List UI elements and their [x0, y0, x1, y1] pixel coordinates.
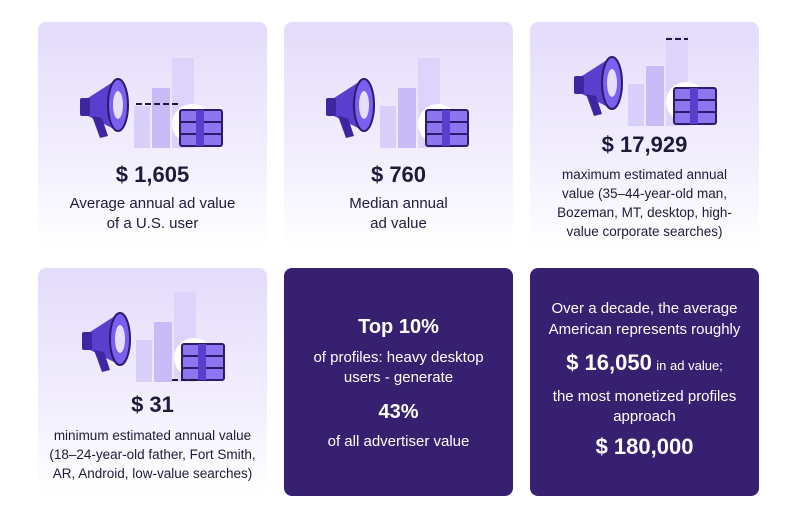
illustration: [322, 58, 472, 148]
value: $ 31: [131, 392, 174, 417]
description: (18–24-year-old father, Fort Smith,: [49, 447, 256, 462]
description: ad value: [370, 215, 427, 232]
description: maximum estimated annual: [561, 167, 728, 182]
text: the most monetized profiles: [552, 388, 737, 405]
description: Average annual ad value: [69, 195, 236, 212]
card: Over a decade, the average American repr…: [530, 268, 759, 496]
text: approach: [613, 408, 676, 425]
card: $ 31 minimum estimated annual value (18–…: [38, 268, 267, 496]
card: $ 17,929 maximum estimated annual value …: [530, 22, 759, 250]
card: $ 760 Median annual ad value: [284, 22, 513, 250]
value: $ 17,929: [601, 132, 688, 157]
text: Over a decade, the average: [551, 300, 738, 317]
description: value (35–44-year-old man,: [561, 186, 728, 201]
illustration: [570, 36, 720, 126]
text: in ad value;: [656, 358, 723, 373]
description: value corporate searches): [566, 224, 723, 239]
value: $ 16,050: [566, 350, 652, 375]
text: of profiles: heavy desktop: [313, 349, 484, 366]
headline: Top 10%: [358, 316, 439, 338]
description: Median annual: [349, 195, 448, 212]
text: users - generate: [343, 369, 454, 386]
illustration: [78, 292, 228, 382]
description: minimum estimated annual value: [53, 428, 252, 443]
description: of a U.S. user: [106, 215, 199, 232]
value-line: $ 16,050 in ad value;: [530, 350, 759, 376]
card: Top 10% of profiles: heavy desktop users…: [284, 268, 513, 496]
value: $ 760: [370, 162, 427, 187]
description: Bozeman, MT, desktop, high-: [557, 205, 732, 220]
text: of all advertiser value: [327, 433, 470, 450]
value: $ 1,605: [115, 162, 190, 187]
share: 43%: [378, 401, 419, 423]
text: American represents roughly: [548, 321, 741, 338]
illustration: [76, 58, 226, 148]
card: $ 1,605 Average annual ad value of a U.S…: [38, 22, 267, 250]
description: AR, Android, low-value searches): [52, 466, 253, 481]
value: $ 180,000: [595, 434, 694, 459]
